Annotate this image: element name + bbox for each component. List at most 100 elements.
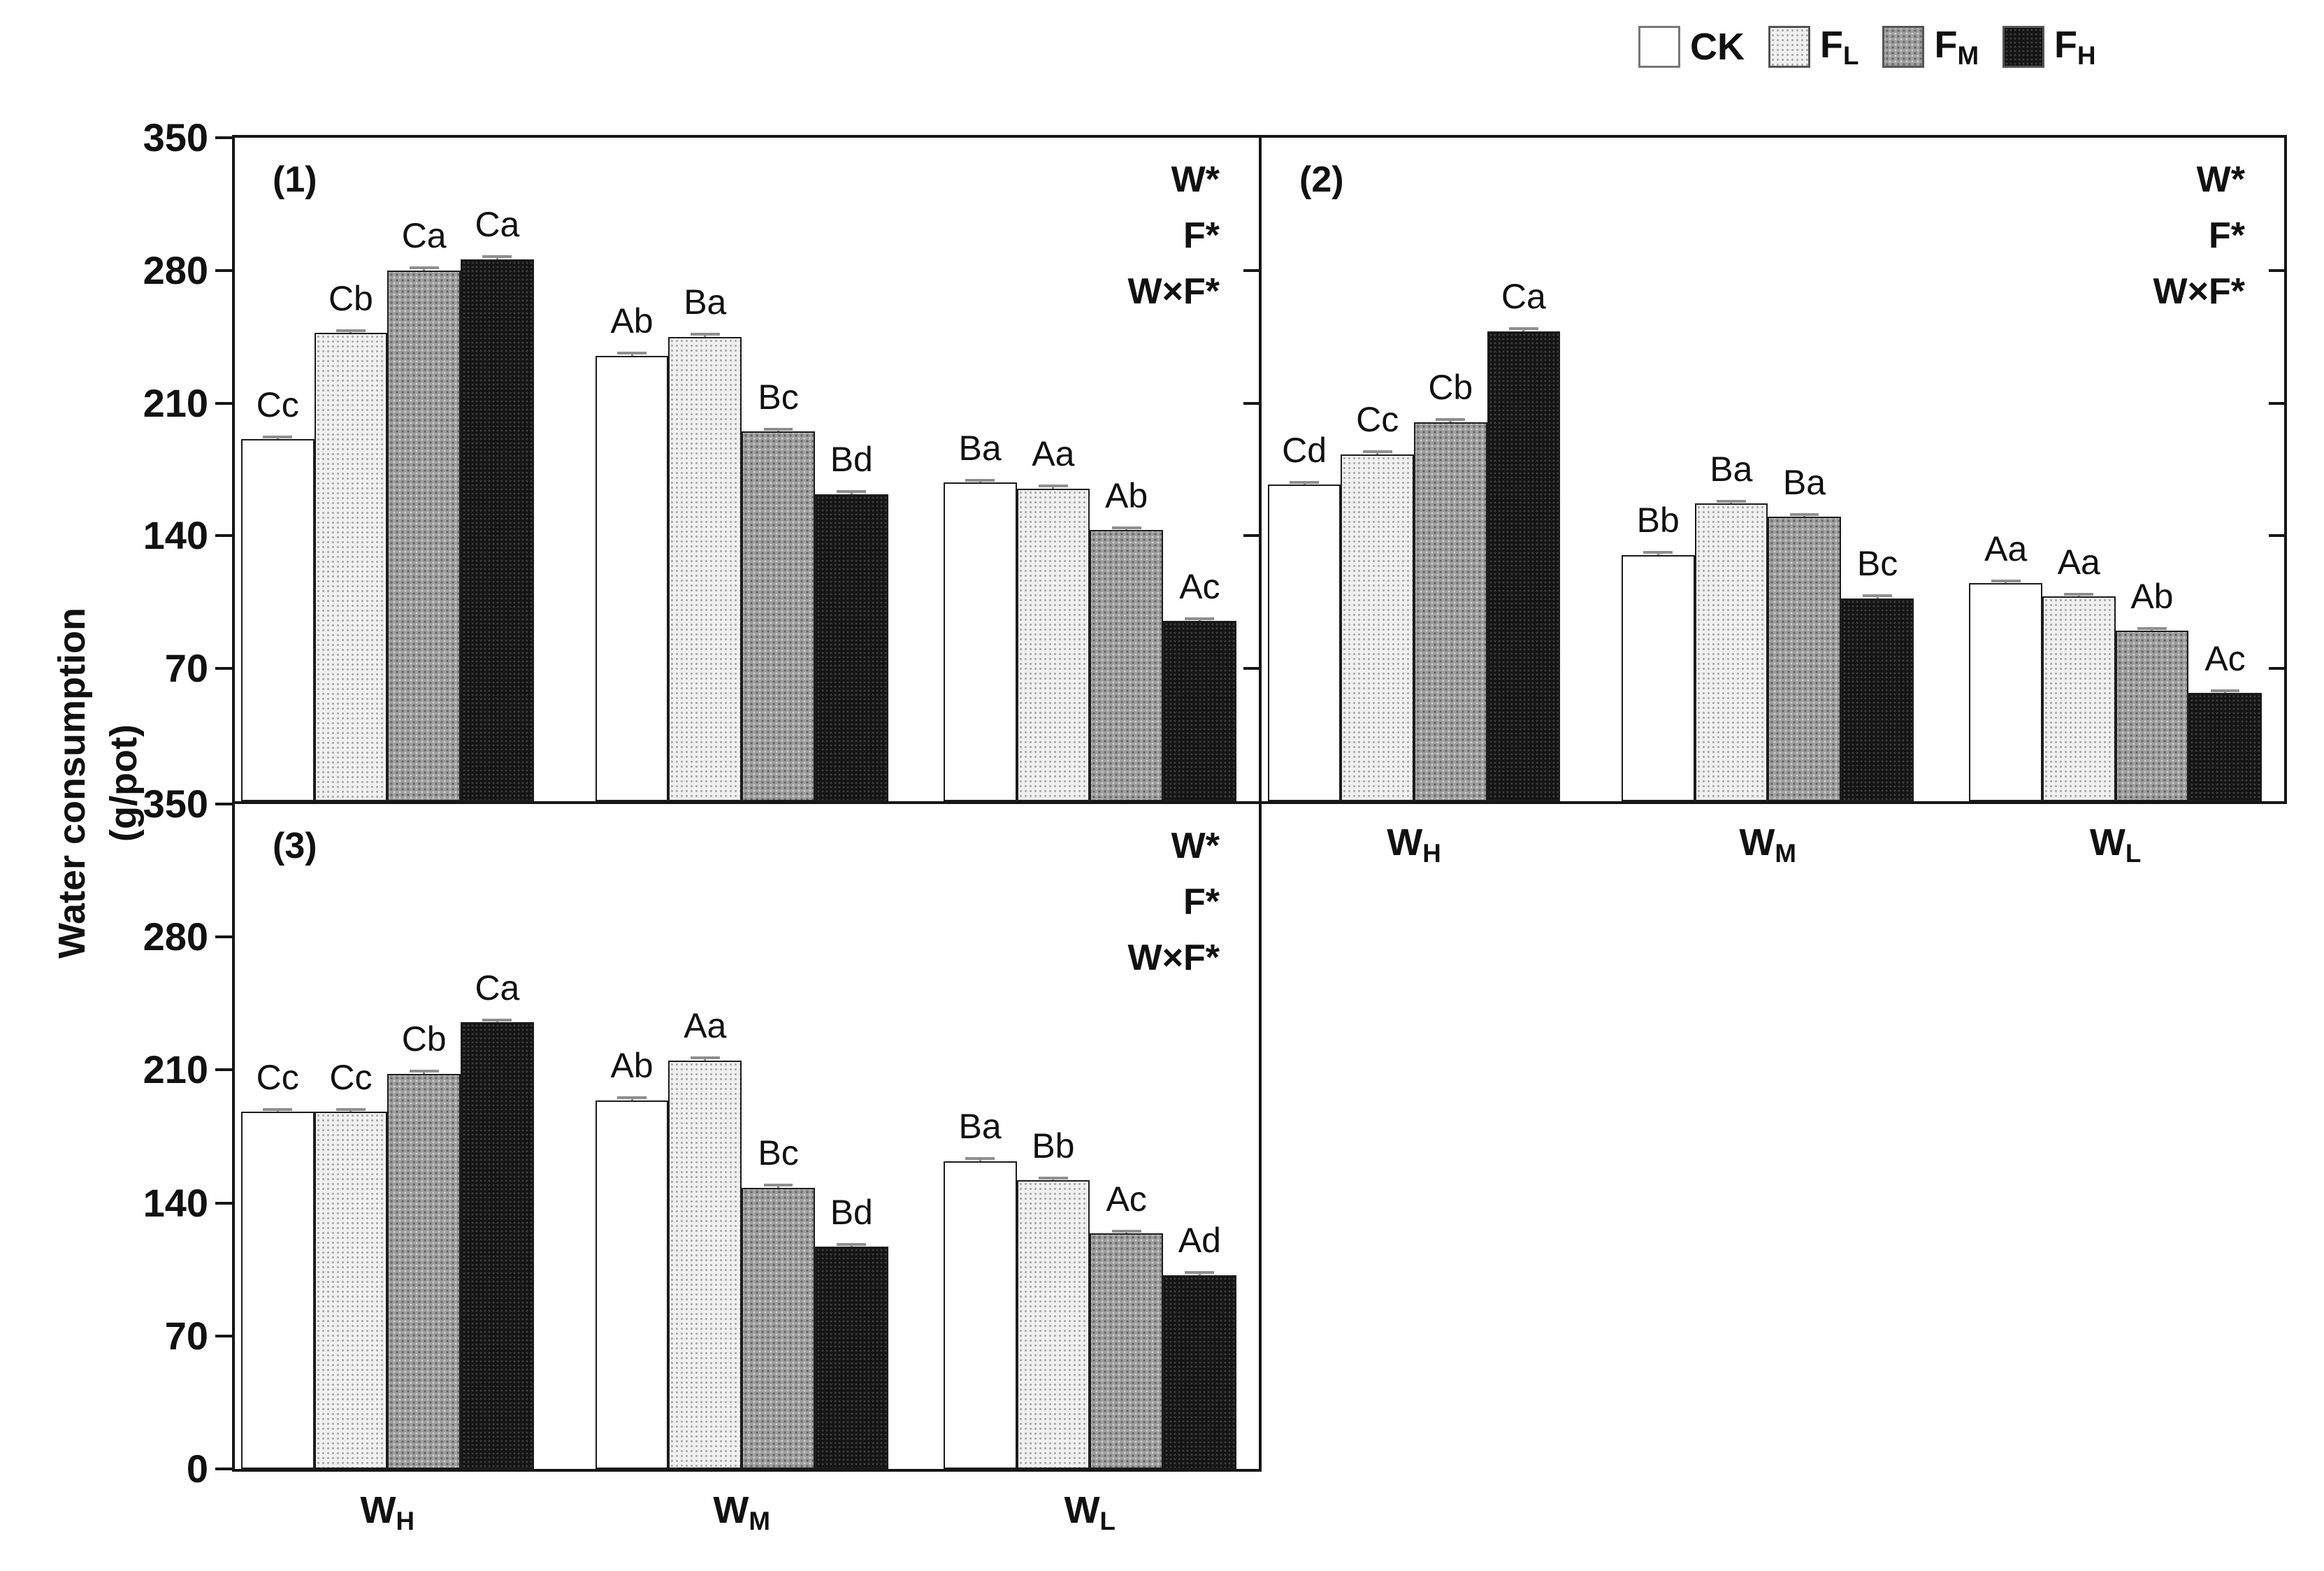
bar-letter: Cd	[1282, 430, 1327, 470]
bar-p2-wl-ck	[1969, 583, 2042, 801]
error-bar-stem	[1125, 1229, 1128, 1234]
y-tick	[2269, 268, 2284, 272]
x-group-label: WM	[1684, 821, 1852, 868]
bar-letter: Bc	[1856, 544, 1898, 584]
bar-letter: Aa	[684, 1006, 727, 1046]
x-group-label-main: W	[1064, 1489, 1100, 1531]
bar-p2-wl-fh	[2188, 693, 2262, 801]
bar-letter: Cb	[328, 278, 373, 318]
error-bar-stem	[777, 1184, 780, 1188]
bar-letter: Ca	[401, 216, 447, 256]
bar-p2-wh-fh	[1487, 331, 1561, 801]
legend-label-fl: FL	[1820, 24, 1859, 70]
bar-p1-wh-ck	[240, 439, 315, 801]
bar-letter: Ba	[684, 282, 727, 322]
y-tick	[2269, 534, 2284, 538]
bar-letter: Ac	[1179, 566, 1220, 606]
error-bar-stem	[1876, 594, 1879, 598]
x-group-label-subscript: M	[1775, 839, 1796, 868]
bar-p2-wl-fl	[2042, 596, 2116, 801]
bar-letter: Bb	[1636, 501, 1680, 540]
y-tick-label: 280	[143, 914, 208, 959]
bar-p3-wh-fm	[387, 1073, 461, 1469]
significance-line-0: W*	[1171, 826, 1220, 866]
y-tick	[215, 803, 232, 805]
error-bar-stem	[630, 352, 633, 356]
bar-p3-wh-fl	[314, 1112, 388, 1469]
y-tick-label: 210	[143, 1047, 208, 1092]
legend-label-main: CK	[1690, 26, 1745, 68]
bar-letter: Ac	[2204, 639, 2246, 679]
legend-label-subscript: L	[1843, 41, 1859, 71]
x-group-label-main: W	[1387, 822, 1423, 863]
bar-letter: Cc	[329, 1057, 373, 1097]
y-tick-label: 210	[143, 380, 208, 425]
y-tick	[1243, 667, 1259, 670]
bar-p2-wh-ck	[1267, 485, 1341, 801]
y-tick-label: 140	[143, 1180, 208, 1225]
bar-p3-wh-fh	[461, 1022, 534, 1469]
error-bar-stem	[496, 255, 498, 259]
y-tick	[215, 401, 232, 405]
legend-swatch-fh	[2002, 26, 2045, 68]
error-bar-stem	[1303, 480, 1306, 485]
legend-label-main: F	[2054, 24, 2078, 66]
y-axis-title-line1: Water consumption	[51, 608, 93, 959]
x-group-label: WM	[658, 1488, 825, 1536]
bar-letter: Ab	[1105, 475, 1148, 515]
legend-label-main: F	[1820, 24, 1843, 66]
panel-3-label: (3)	[273, 826, 317, 866]
error-bar-stem	[2077, 592, 2080, 597]
error-bar-stem	[979, 1157, 981, 1161]
x-group-label: WH	[1330, 821, 1498, 868]
y-tick	[215, 1201, 232, 1205]
bar-letter: Cb	[401, 1019, 447, 1059]
bar-letter: Aa	[2057, 542, 2100, 582]
x-group-label-subscript: M	[749, 1507, 770, 1536]
panel-2-significance: W* F* W×F*	[1965, 152, 2245, 320]
bar-p2-wm-fl	[1694, 503, 1768, 801]
bar-letter: Ba	[958, 429, 1002, 468]
bar-letter: Ca	[1501, 277, 1546, 317]
error-bar-stem	[850, 1242, 853, 1247]
legend-swatch-fm	[1882, 26, 1925, 68]
error-bar-stem	[1657, 551, 1659, 555]
bar-letter: Ab	[610, 301, 654, 341]
bar-letter: Bc	[758, 1133, 799, 1173]
error-bar-stem	[850, 490, 853, 494]
bar-p1-wh-fl	[314, 333, 388, 801]
y-tick	[1243, 401, 1259, 405]
bar-letter: Ca	[475, 205, 520, 245]
bar-p1-wh-fm	[387, 270, 461, 801]
bar-p3-wl-fh	[1163, 1275, 1236, 1469]
bar-p3-wl-fl	[1016, 1179, 1090, 1469]
error-bar-stem	[423, 1070, 426, 1074]
bar-p1-wl-ck	[943, 482, 1017, 801]
y-tick-label: 70	[164, 1313, 208, 1358]
y-tick-label: 70	[164, 646, 208, 691]
bar-letter: Aa	[1984, 529, 2028, 568]
x-group-label-subscript: H	[1422, 839, 1441, 868]
bar-p3-wl-fm	[1090, 1233, 1163, 1469]
bar-letter: Cc	[256, 385, 299, 424]
bar-p2-wm-fh	[1840, 598, 1914, 801]
y-tick	[215, 1068, 232, 1072]
legend-label-main: F	[1934, 24, 1958, 66]
y-tick	[215, 667, 232, 670]
legend-swatch-ck	[1638, 26, 1680, 68]
bar-letter: Bb	[1032, 1126, 1075, 1165]
error-bar-stem	[276, 1107, 279, 1112]
error-bar-stem	[777, 427, 780, 432]
y-tick-label: 140	[143, 513, 208, 558]
bar-p3-wm-ck	[595, 1100, 669, 1469]
significance-line-2: W×F*	[1127, 938, 1220, 978]
bar-p3-wm-fh	[814, 1247, 888, 1469]
legend-label-ck: CK	[1690, 26, 1745, 68]
error-bar-stem	[2151, 626, 2153, 631]
bar-letter: Ab	[2130, 576, 2174, 616]
y-tick	[215, 534, 232, 538]
x-group-label: WL	[1006, 1488, 1174, 1535]
bar-letter: Ca	[475, 968, 520, 1008]
y-tick-label: 280	[143, 248, 208, 292]
bar-letter: Ac	[1106, 1179, 1147, 1219]
